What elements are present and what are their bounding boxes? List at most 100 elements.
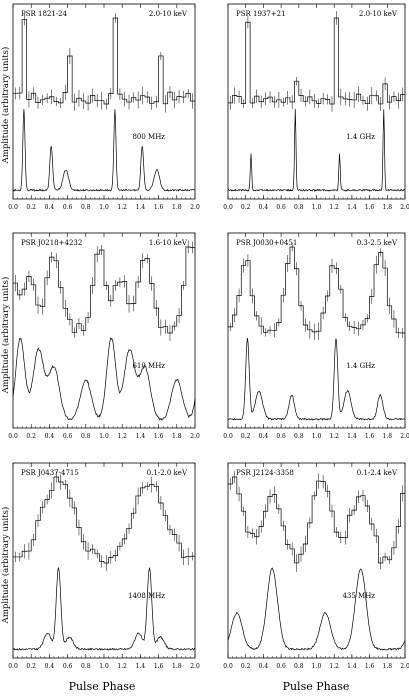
x-tick-label: 2.0: [400, 663, 409, 670]
x-tick-label: 1.2: [329, 204, 339, 211]
x-tick-label: 1.4: [136, 204, 146, 211]
x-tick-label: 1.4: [347, 433, 357, 440]
x-tick-label: 1.6: [365, 204, 375, 211]
x-tick-label: 0.2: [26, 433, 36, 440]
x-tick-label: 1.0: [99, 433, 109, 440]
x-tick-label: 1.0: [99, 204, 109, 211]
x-tick-label: 1.2: [117, 433, 127, 440]
x-axis-label-right: Pulse Phase: [283, 680, 350, 693]
xray-band-label: 0.3-2.5 keV: [357, 239, 398, 247]
x-tick-label: 0.4: [45, 663, 55, 670]
x-tick-label: 0.2: [26, 663, 36, 670]
pulsar-name-label: PSR J0218+4232: [21, 239, 82, 247]
radio-profile-line: [227, 567, 406, 651]
x-tick-label: 0.0: [8, 663, 18, 670]
x-tick-label: 0.0: [223, 663, 233, 670]
x-tick-label: 1.0: [312, 433, 322, 440]
y-axis-label-row-1: Amplitude (arbitrary units): [0, 47, 11, 165]
radio-band-label: 1408 MHz: [128, 592, 165, 600]
xray-band-label: 2.0-10 keV: [149, 10, 188, 18]
x-tick-label: 0.0: [223, 204, 233, 211]
x-tick-label: 1.0: [312, 204, 322, 211]
x-tick-label: 2.0: [190, 204, 200, 211]
x-tick-label: 1.2: [117, 204, 127, 211]
panel-4: 0.0 0.2 0.4 0.6 0.8 1.0 1.2 1.4 1.6 1.8 2.0 PSR J00…: [223, 232, 409, 440]
xray-band-label: 0.1-2.0 keV: [147, 469, 188, 477]
x-axis-label-left: Pulse Phase: [69, 680, 136, 693]
panel-2: 0.0 0.2 0.4 0.6 0.8 1.0 1.2 1.4 1.6 1.8 2.0 PSR 193…: [223, 3, 409, 211]
x-tick-label: 1.6: [365, 433, 375, 440]
x-tick-label: 0.2: [241, 663, 251, 670]
x-tick-label: 2.0: [190, 433, 200, 440]
x-tick-label: 0.8: [294, 433, 304, 440]
x-tick-label: 0.4: [259, 663, 269, 670]
x-tick-label: 0.2: [241, 204, 251, 211]
xray-profile-line: [13, 476, 195, 564]
xray-band-label: 0.1-2.4 keV: [357, 469, 398, 477]
x-tick-label: 1.4: [136, 663, 146, 670]
x-tick-label: 0.6: [276, 204, 286, 211]
x-tick-label: 0.4: [45, 204, 55, 211]
xray-band-label: 2.0-10 keV: [359, 10, 398, 18]
xray-profile-line: [228, 17, 405, 105]
radio-band-label: 1.4 GHz: [346, 362, 375, 370]
x-tick-label: 0.4: [259, 433, 269, 440]
x-tick-label: 0.4: [45, 433, 55, 440]
radio-band-label: 1.4 GHz: [346, 133, 375, 141]
radio-band-label: 435 MHz: [342, 592, 375, 600]
x-tick-label: 1.8: [172, 204, 182, 211]
x-tick-label: 1.8: [172, 663, 182, 670]
pulsar-name-label: PSR J2124-3358: [236, 469, 294, 477]
x-tick-label: 0.6: [63, 204, 73, 211]
pulsar-name-label: PSR J0030+0451: [236, 239, 297, 247]
panel-1: 0.0 0.2 0.4 0.6 0.8 1.0 1.2 1.4 1.6 1.8 2.0 PSR 182…: [8, 3, 200, 211]
radio-profile-line: [227, 108, 406, 192]
x-tick-label: 0.8: [294, 663, 304, 670]
pulsar-name-label: PSR 1821-24: [21, 10, 68, 18]
radio-profile-line: [12, 108, 196, 192]
x-tick-label: 1.2: [117, 663, 127, 670]
x-tick-label: 1.8: [383, 204, 393, 211]
xray-profile-line: [13, 246, 195, 334]
x-tick-label: 0.0: [8, 204, 18, 211]
x-tick-label: 1.0: [99, 663, 109, 670]
x-tick-label: 0.6: [63, 433, 73, 440]
x-tick-label: 1.2: [329, 663, 339, 670]
x-tick-label: 0.8: [294, 204, 304, 211]
pulsar-name-label: PSR J0437-4715: [21, 469, 79, 477]
x-tick-label: 0.2: [241, 433, 251, 440]
xray-profile-line: [228, 476, 405, 564]
x-tick-label: 0.6: [63, 663, 73, 670]
x-tick-label: 0.0: [223, 433, 233, 440]
panel-frame: [12, 462, 196, 659]
y-axis-label-row-2: Amplitude (arbitrary units): [0, 277, 11, 395]
x-tick-label: 1.8: [172, 433, 182, 440]
x-tick-label: 2.0: [190, 663, 200, 670]
xray-profile-line: [13, 17, 195, 105]
x-tick-label: 1.8: [383, 433, 393, 440]
x-tick-label: 1.2: [329, 433, 339, 440]
x-tick-label: 1.4: [347, 663, 357, 670]
x-tick-label: 0.6: [276, 433, 286, 440]
x-tick-label: 0.4: [259, 204, 269, 211]
x-tick-label: 0.6: [276, 663, 286, 670]
x-tick-label: 0.0: [8, 433, 18, 440]
x-tick-label: 1.4: [347, 204, 357, 211]
x-tick-label: 1.4: [136, 433, 146, 440]
x-tick-label: 1.6: [154, 663, 164, 670]
panel-5: 0.0 0.2 0.4 0.6 0.8 1.0 1.2 1.4 1.6 1.8 2.0 PSR J04…: [8, 462, 200, 670]
x-tick-label: 0.8: [81, 433, 91, 440]
x-tick-label: 2.0: [400, 204, 409, 211]
x-tick-label: 0.2: [26, 204, 36, 211]
x-tick-label: 2.0: [400, 433, 409, 440]
pulsar-name-label: PSR 1937+21: [236, 10, 286, 18]
radio-profile-line: [12, 336, 196, 421]
x-tick-label: 1.0: [312, 663, 322, 670]
panel-3: 0.0 0.2 0.4 0.6 0.8 1.0 1.2 1.4 1.6 1.8 2.0 PSR J02…: [8, 232, 200, 440]
x-tick-label: 0.8: [81, 204, 91, 211]
x-tick-label: 0.8: [81, 663, 91, 670]
x-tick-label: 1.6: [154, 433, 164, 440]
x-tick-label: 1.6: [154, 204, 164, 211]
radio-band-label: 610 MHz: [132, 362, 165, 370]
